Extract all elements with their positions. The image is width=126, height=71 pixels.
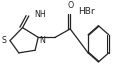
Text: S: S — [1, 36, 6, 45]
Text: NH: NH — [34, 10, 46, 19]
Text: O: O — [67, 0, 73, 10]
Text: HBr: HBr — [78, 7, 95, 16]
Text: N: N — [39, 36, 45, 45]
